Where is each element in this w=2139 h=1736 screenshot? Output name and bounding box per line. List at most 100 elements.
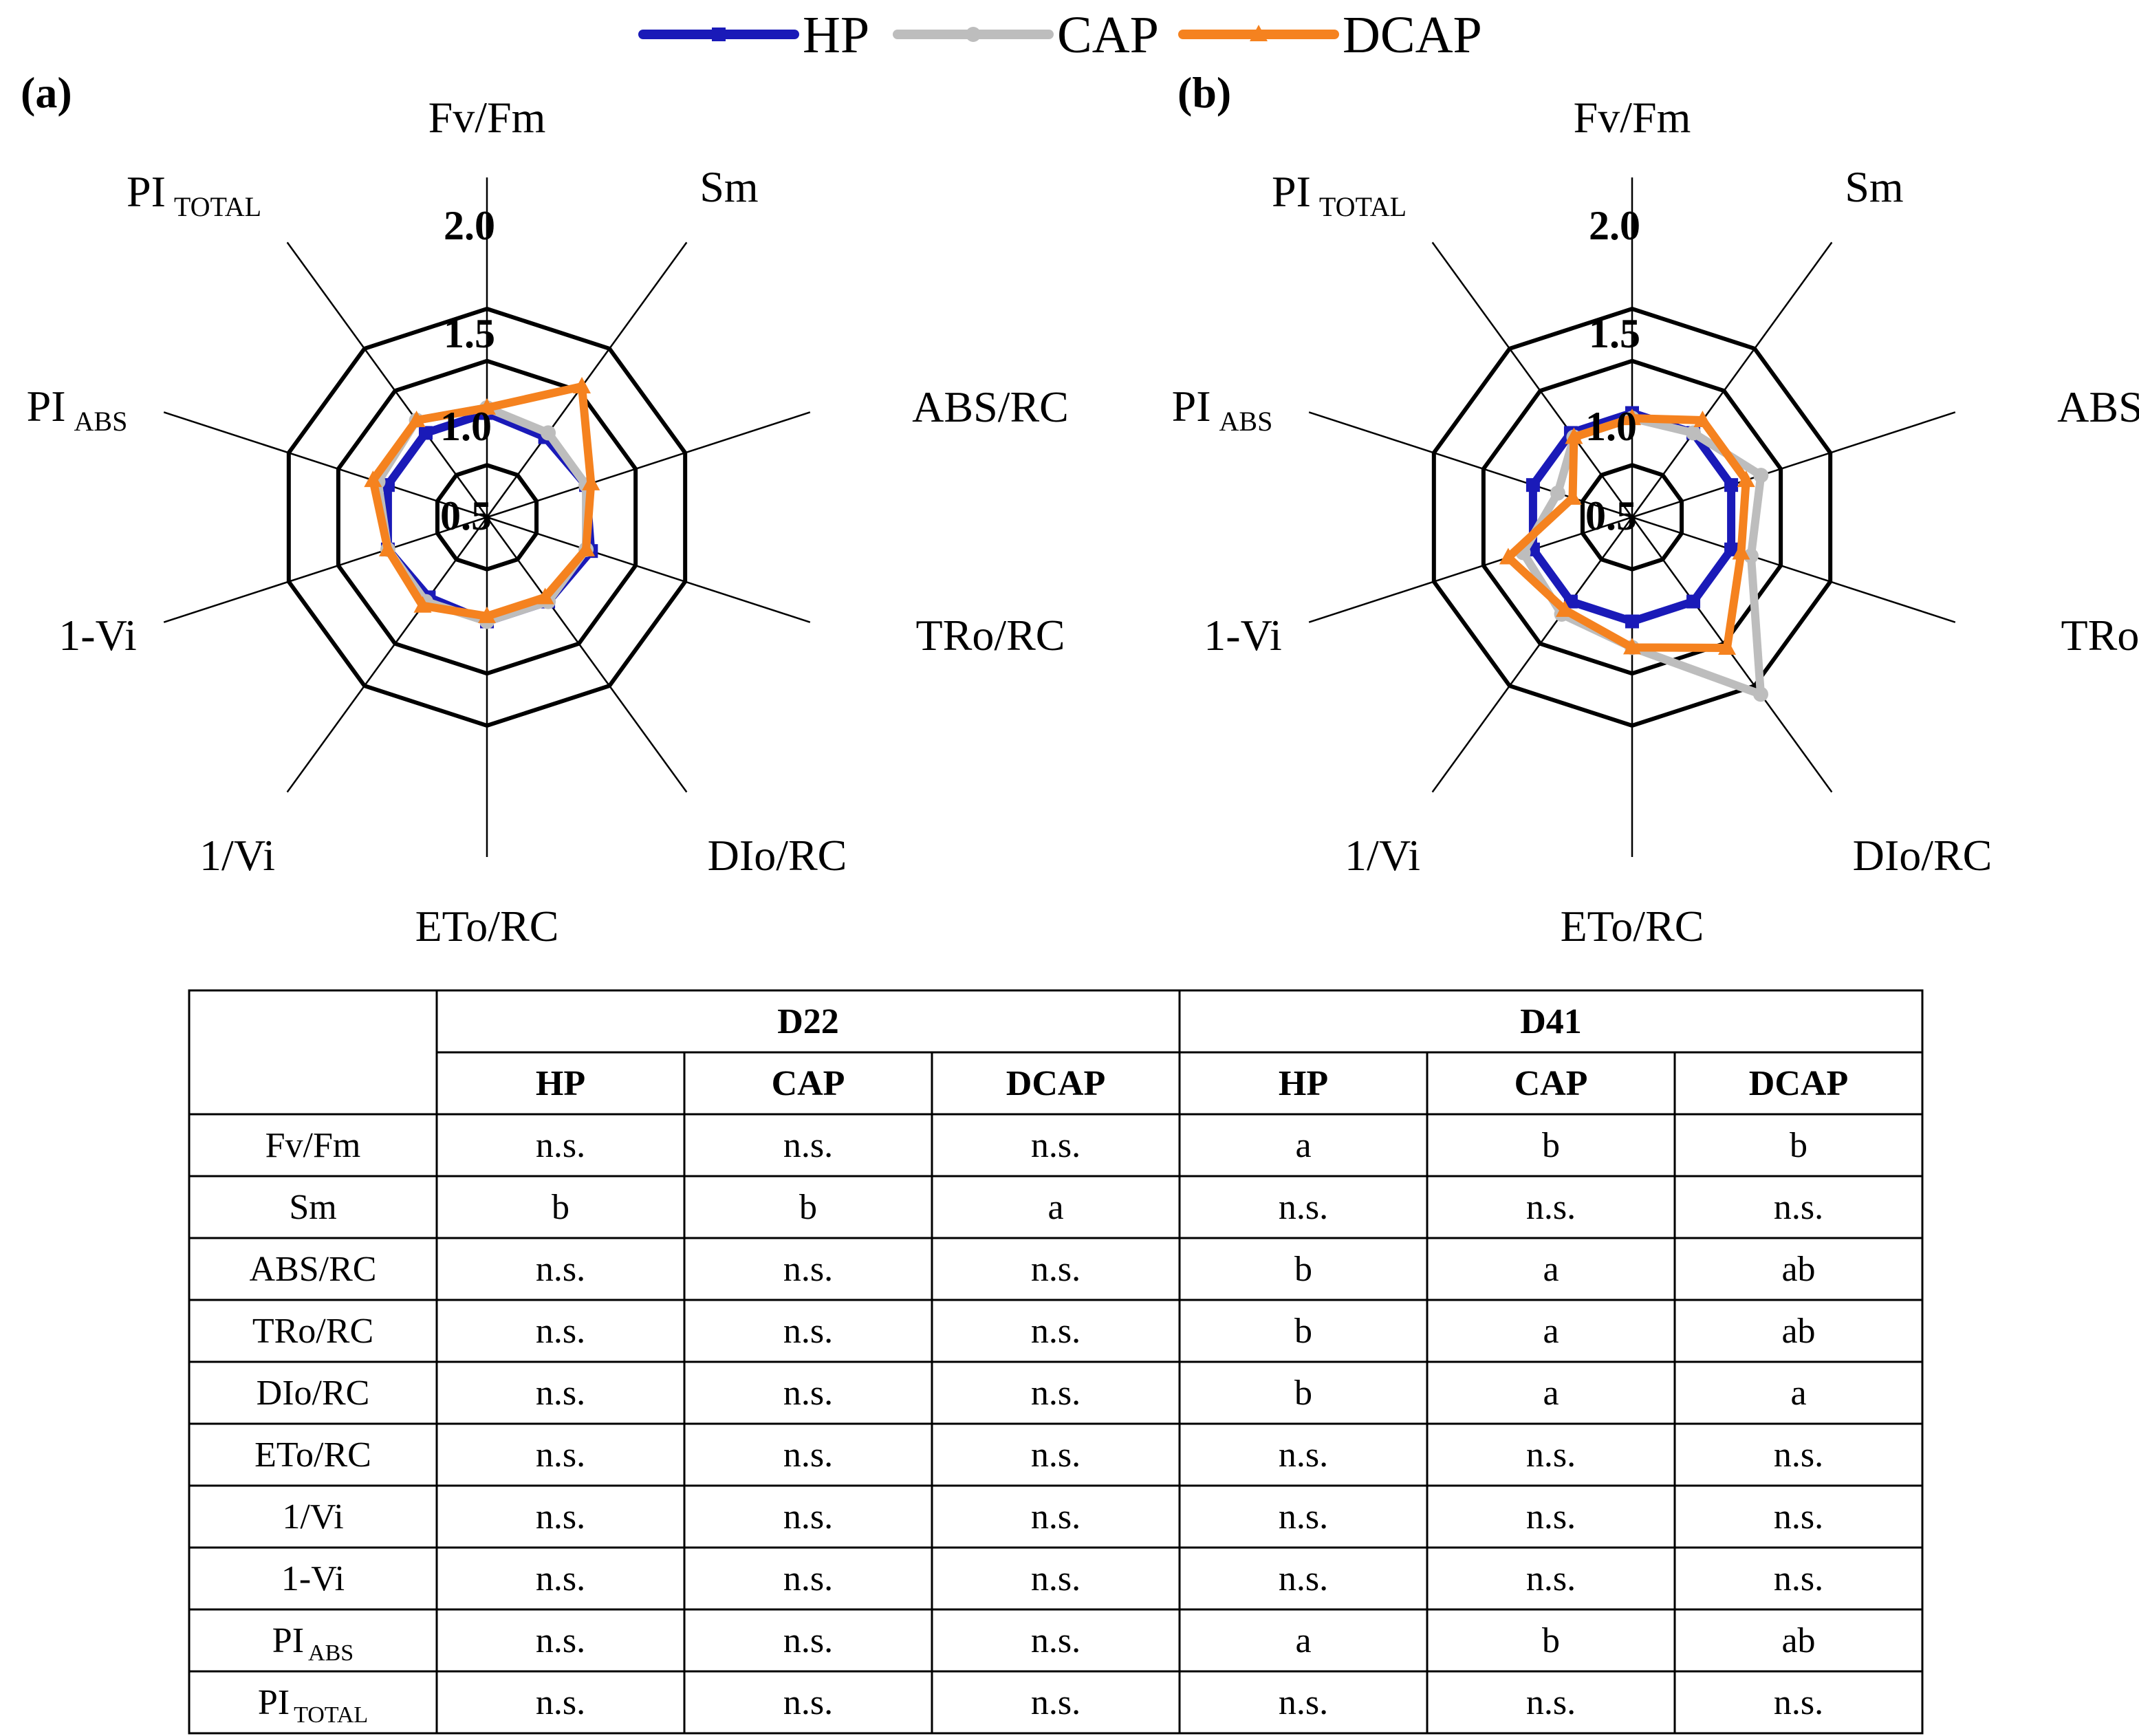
table-row: Sm b b a n.s. n.s. n.s. <box>289 1188 1823 1227</box>
data-point-dcap-4 <box>536 587 554 605</box>
table-cell: n.s. <box>1774 1559 1823 1598</box>
axis-label-7: 1-Vi <box>58 611 136 660</box>
data-point-dcap-9 <box>407 411 426 428</box>
table-group-header: D41 <box>1520 1002 1582 1041</box>
svg-text:1-Vi: 1-Vi <box>1204 611 1281 660</box>
data-point-dcap-4 <box>1718 638 1737 655</box>
table-cell: n.s. <box>536 1374 585 1413</box>
axis-label-7: 1-Vi <box>1204 611 1281 660</box>
radar-charts: 0.5 1.0 1.5 2.0 Fv/Fm Sm ABS/RC TRo/RC DIo/RC ETo… <box>21 68 2139 951</box>
row-label: 1-Vi <box>281 1559 345 1598</box>
axis-label-4: DIo/RC <box>1853 831 1993 880</box>
axis-label-6: 1/Vi <box>199 831 275 880</box>
table-cell: n.s. <box>1031 1435 1081 1475</box>
table-cell: b <box>1542 1126 1560 1165</box>
data-point-dcap-0 <box>478 398 496 415</box>
series-dcap <box>364 377 600 623</box>
table-cell: n.s. <box>536 1312 585 1351</box>
table-cell: n.s. <box>1031 1312 1081 1351</box>
svg-text:Fv/Fm: Fv/Fm <box>428 93 546 142</box>
axis-label-1: Sm <box>1845 162 1903 211</box>
axis-label-5: ETo/RC <box>415 902 559 951</box>
data-point-dcap-9 <box>1565 427 1583 444</box>
spoke-2 <box>1631 411 1956 519</box>
spoke-9 <box>286 241 488 518</box>
legend-item-cap: CAP <box>893 6 1159 64</box>
axis-label-0: Fv/Fm <box>1574 93 1691 142</box>
table-sub-header: CAP <box>772 1064 845 1103</box>
radar-chart-b: 0.5 1.0 1.5 2.0 Fv/Fm Sm ABS/RC TRo/RC DIo/RC ETo… <box>1172 68 2139 951</box>
table-cell: n.s. <box>1526 1559 1576 1598</box>
spoke-7 <box>1308 516 1633 623</box>
table-cell: n.s. <box>1279 1188 1328 1227</box>
table-cell: n.s. <box>1031 1250 1081 1289</box>
axis-label-0: Fv/Fm <box>428 93 546 142</box>
legend-label: HP <box>803 6 869 64</box>
svg-text:Sm: Sm <box>699 162 758 211</box>
table-row: TRo/RC n.s. n.s. n.s. b a ab <box>252 1312 1816 1351</box>
data-point-hp-4 <box>1686 594 1701 609</box>
data-point-dcap-2 <box>582 473 600 490</box>
table-sub-header: DCAP <box>1749 1064 1848 1103</box>
data-point-hp-5 <box>1625 614 1639 629</box>
table-cell: a <box>1295 1126 1311 1165</box>
row-label: DIo/RC <box>257 1374 370 1413</box>
svg-text:ABS/RC: ABS/RC <box>912 382 1069 431</box>
series-dcap <box>1499 409 1755 655</box>
table-cell: n.s. <box>1526 1188 1576 1227</box>
table-row: Fv/Fm n.s. n.s. n.s. a b b <box>265 1126 1807 1165</box>
data-point-cap-3 <box>1743 548 1759 564</box>
data-point-dcap-6 <box>413 596 432 613</box>
tick-label: 1.5 <box>444 311 495 356</box>
table-sub-header: HP <box>536 1064 585 1103</box>
table-cell: n.s. <box>783 1374 833 1413</box>
table-row: PI TOTAL n.s. n.s. n.s. n.s. n.s. n.s. <box>258 1683 1823 1728</box>
spoke-3 <box>1631 516 1956 623</box>
table-cell: n.s. <box>536 1435 585 1475</box>
svg-text:1/Vi: 1/Vi <box>1345 831 1420 880</box>
table-cell: n.s. <box>536 1621 585 1660</box>
data-point-cap-4 <box>1753 686 1769 702</box>
data-point-hp-2 <box>1724 478 1739 492</box>
axis-label-9: PI TOTAL <box>127 167 261 222</box>
tick-label: 0.5 <box>1585 493 1637 539</box>
svg-text:DIo/RC: DIo/RC <box>1853 831 1993 880</box>
axis-label-8: PI ABS <box>27 382 128 437</box>
row-label: Sm <box>289 1188 336 1227</box>
table-cell: n.s. <box>1031 1683 1081 1722</box>
table-cell: n.s. <box>536 1250 585 1289</box>
row-label: Fv/Fm <box>265 1126 361 1165</box>
svg-text:DIo/RC: DIo/RC <box>708 831 847 880</box>
table-cell: n.s. <box>783 1312 833 1351</box>
axis-label-1: Sm <box>699 162 758 211</box>
table-row: DIo/RC n.s. n.s. n.s. b a a <box>257 1374 1807 1413</box>
data-point-dcap-3 <box>577 539 596 556</box>
spoke-7 <box>163 516 488 623</box>
table-cell: n.s. <box>1031 1621 1081 1660</box>
svg-text:ETo/RC: ETo/RC <box>1561 902 1704 951</box>
svg-text:Fv/Fm: Fv/Fm <box>1574 93 1691 142</box>
row-label: 1/Vi <box>282 1497 343 1537</box>
tick-label: 1.0 <box>1585 404 1637 449</box>
significance-table: D22 D41 HP CAP DCAP HP CAP DCAP Fv/Fm n.s. n.s. n.s… <box>188 989 1924 1735</box>
panel-label: (a) <box>21 68 72 117</box>
data-point-dcap-2 <box>1737 470 1755 488</box>
table-row: 1/Vi n.s. n.s. n.s. n.s. n.s. n.s. <box>282 1497 1823 1537</box>
table-cell: a <box>1543 1312 1559 1351</box>
table-cell: n.s. <box>1774 1188 1823 1227</box>
table-cell: ab <box>1781 1621 1815 1660</box>
data-point-cap-1 <box>1686 425 1702 441</box>
row-label: ETo/RC <box>254 1435 371 1475</box>
table-row: ETo/RC n.s. n.s. n.s. n.s. n.s. n.s. <box>254 1435 1823 1475</box>
spoke-2 <box>486 411 811 519</box>
data-point-cap-1 <box>541 425 556 441</box>
table-cell: ab <box>1781 1250 1815 1289</box>
row-label: TRo/RC <box>252 1312 373 1351</box>
spoke-1 <box>486 241 688 518</box>
data-point-cap-8 <box>1550 485 1565 501</box>
axis-label-2: ABS/RC <box>912 382 1069 431</box>
spoke-4 <box>486 517 688 793</box>
